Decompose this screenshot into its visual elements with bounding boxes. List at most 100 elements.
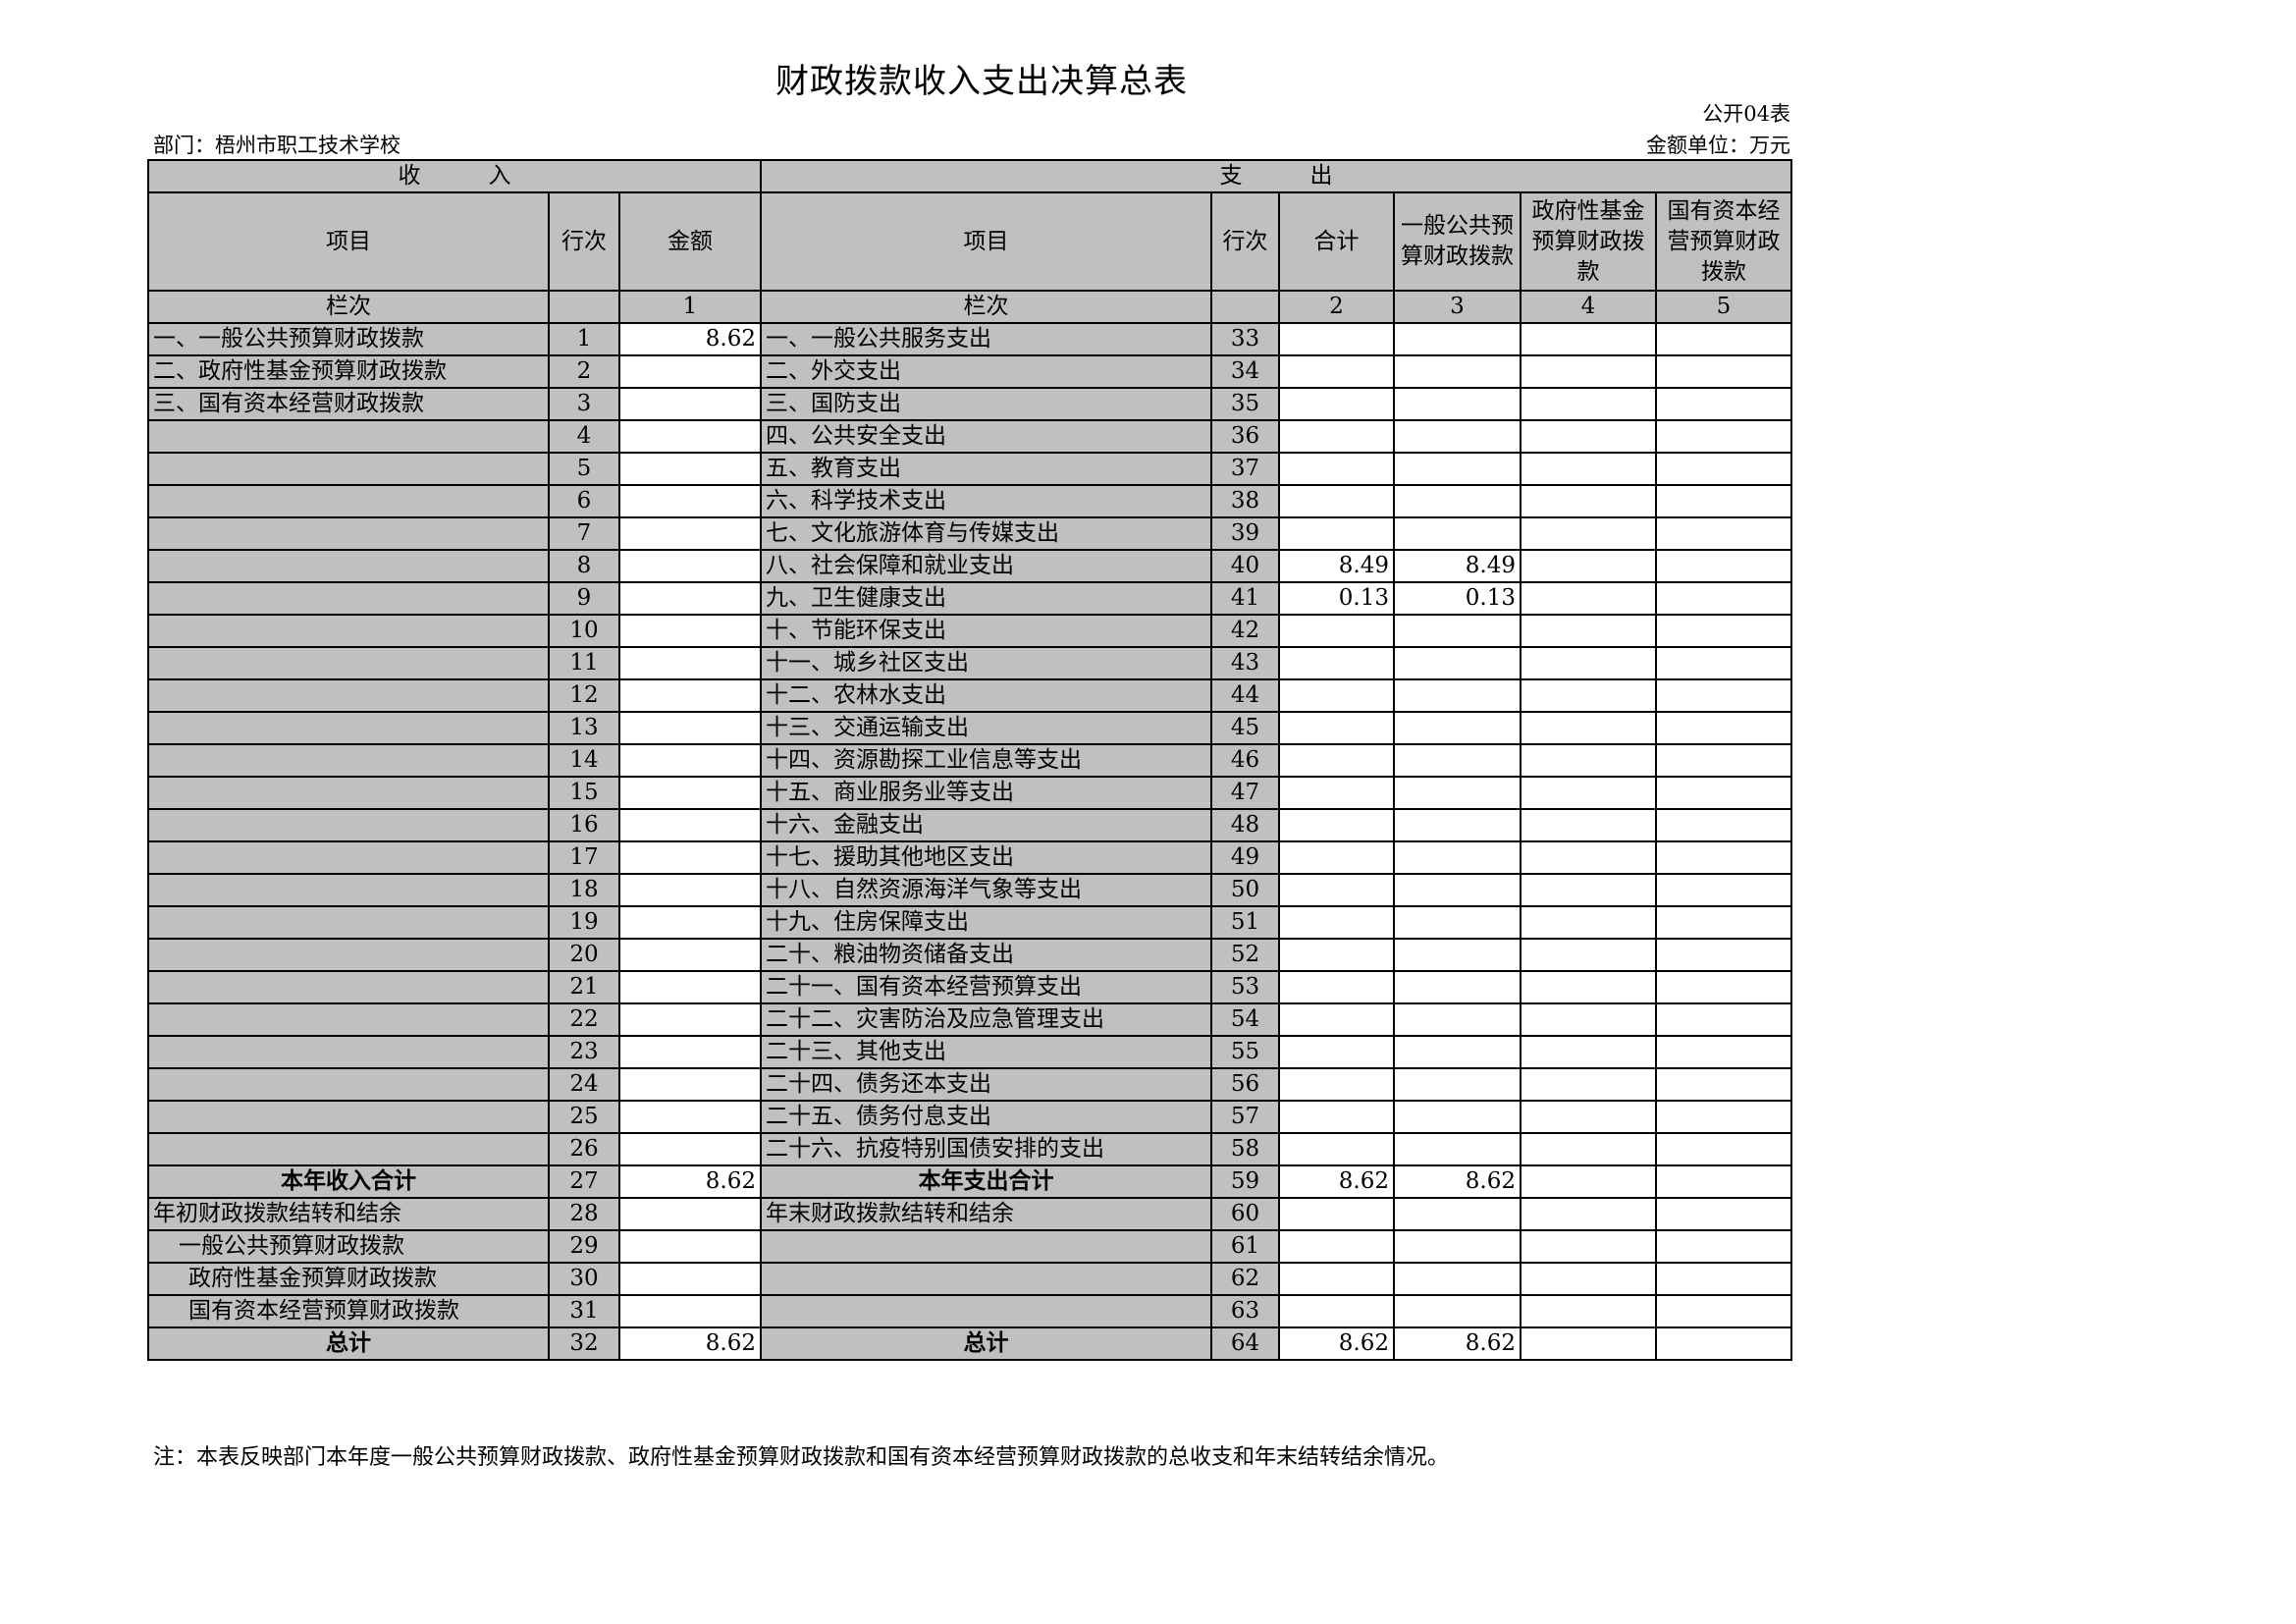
income-row-no: 16 — [548, 808, 620, 842]
expenditure-row-no: 46 — [1210, 743, 1280, 778]
expenditure-item — [760, 1294, 1212, 1328]
general-budget-amount — [1393, 938, 1522, 972]
expenditure-row-no: 52 — [1210, 938, 1280, 972]
income-header: 收 入 — [147, 159, 762, 193]
income-row-no: 20 — [548, 938, 620, 972]
total-amount — [1278, 1262, 1395, 1296]
income-item — [147, 549, 550, 583]
table-row: 二、政府性基金预算财政拨款 2 二、外交支出 34 — [147, 354, 1792, 389]
expenditure-item: 总计 — [760, 1326, 1212, 1361]
general-budget-amount — [1393, 840, 1522, 875]
gov-fund-amount — [1520, 1326, 1657, 1361]
income-item: 政府性基金预算财政拨款 — [147, 1262, 550, 1296]
total-amount — [1278, 1002, 1395, 1037]
gov-fund-amount — [1520, 808, 1657, 842]
state-capital-amount — [1655, 905, 1792, 940]
expenditure-item — [760, 1229, 1212, 1264]
gov-fund-amount — [1520, 387, 1657, 421]
income-amount — [618, 1132, 762, 1166]
expenditure-row-no: 41 — [1210, 581, 1280, 616]
gov-fund-amount — [1520, 743, 1657, 778]
income-item-header: 项目 — [147, 191, 550, 292]
expenditure-row-no: 56 — [1210, 1067, 1280, 1102]
income-item: 二、政府性基金预算财政拨款 — [147, 354, 550, 389]
expenditure-row-no: 50 — [1210, 873, 1280, 907]
expenditure-item: 四、公共安全支出 — [760, 419, 1212, 454]
gov-fund-amount — [1520, 1262, 1657, 1296]
table-row: 5 五、教育支出 37 — [147, 452, 1792, 486]
income-row-no-header: 行次 — [548, 191, 620, 292]
income-amount — [618, 1197, 762, 1231]
header-row-sections: 收 入 支 出 — [147, 159, 1792, 193]
income-item — [147, 711, 550, 745]
income-item: 本年收入合计 — [147, 1164, 550, 1199]
gov-fund-amount — [1520, 678, 1657, 713]
table-row: 本年收入合计 27 8.62 本年支出合计 59 8.62 8.62 — [147, 1164, 1792, 1199]
total-header: 合计 — [1278, 191, 1395, 292]
state-capital-amount — [1655, 873, 1792, 907]
table-row: 14 十四、资源勘探工业信息等支出 46 — [147, 743, 1792, 778]
expenditure-item: 十、节能环保支出 — [760, 614, 1212, 648]
state-capital-amount — [1655, 1035, 1792, 1069]
general-budget-amount — [1393, 322, 1522, 356]
expenditure-row-no: 53 — [1210, 970, 1280, 1004]
total-amount — [1278, 743, 1395, 778]
table-row: 20 二十、粮油物资储备支出 52 — [147, 938, 1792, 972]
state-capital-amount — [1655, 808, 1792, 842]
expenditure-item: 二十二、灾害防治及应急管理支出 — [760, 1002, 1212, 1037]
expenditure-row-no: 43 — [1210, 646, 1280, 680]
expenditure-item: 二、外交支出 — [760, 354, 1212, 389]
table-row: 15 十五、商业服务业等支出 47 — [147, 776, 1792, 810]
expenditure-item — [760, 1262, 1212, 1296]
expenditure-item: 九、卫生健康支出 — [760, 581, 1212, 616]
total-amount — [1278, 938, 1395, 972]
expenditure-item: 十五、商业服务业等支出 — [760, 776, 1212, 810]
gov-fund-amount — [1520, 322, 1657, 356]
column-label: 栏次 — [147, 290, 550, 324]
expenditure-item: 年末财政拨款结转和结余 — [760, 1197, 1212, 1231]
table-row: 25 二十五、债务付息支出 57 — [147, 1100, 1792, 1134]
form-number: 公开04表 — [1702, 102, 1790, 126]
expenditure-row-no: 37 — [1210, 452, 1280, 486]
expenditure-item: 十一、城乡社区支出 — [760, 646, 1212, 680]
unit-label: 金额单位：万元 — [1646, 134, 1790, 157]
gov-fund-amount — [1520, 419, 1657, 454]
expenditure-row-no: 39 — [1210, 516, 1280, 551]
expenditure-row-no: 54 — [1210, 1002, 1280, 1037]
general-budget-amount — [1393, 743, 1522, 778]
general-budget-amount — [1393, 1002, 1522, 1037]
department-label: 部门：梧州市职工技术学校 — [153, 134, 400, 157]
gov-fund-amount — [1520, 1294, 1657, 1328]
expenditure-item: 十八、自然资源海洋气象等支出 — [760, 873, 1212, 907]
expenditure-row-no: 38 — [1210, 484, 1280, 518]
income-row-no: 29 — [548, 1229, 620, 1264]
table-row: 16 十六、金融支出 48 — [147, 808, 1792, 842]
general-budget-amount — [1393, 419, 1522, 454]
general-budget-amount — [1393, 808, 1522, 842]
income-row-no: 25 — [548, 1100, 620, 1134]
state-capital-amount — [1655, 1326, 1792, 1361]
income-row-no: 6 — [548, 484, 620, 518]
income-item: 一、一般公共预算财政拨款 — [147, 322, 550, 356]
income-amount — [618, 549, 762, 583]
income-item — [147, 484, 550, 518]
general-budget-amount: 8.62 — [1393, 1326, 1522, 1361]
page-title: 财政拨款收入支出决算总表 — [775, 62, 1188, 101]
state-capital-amount — [1655, 646, 1792, 680]
total-amount: 8.62 — [1278, 1326, 1395, 1361]
general-budget-amount — [1393, 1229, 1522, 1264]
expenditure-item: 二十一、国有资本经营预算支出 — [760, 970, 1212, 1004]
gov-fund-header: 政府性基金预算财政拨款 — [1520, 191, 1657, 292]
income-row-no: 30 — [548, 1262, 620, 1296]
income-row-no: 5 — [548, 452, 620, 486]
general-budget-amount — [1393, 711, 1522, 745]
expenditure-row-no: 42 — [1210, 614, 1280, 648]
general-budget-amount — [1393, 1197, 1522, 1231]
gov-fund-amount — [1520, 1164, 1657, 1199]
column-number: 2 — [1278, 290, 1395, 324]
income-row-no: 28 — [548, 1197, 620, 1231]
expenditure-item: 二十三、其他支出 — [760, 1035, 1212, 1069]
general-budget-amount — [1393, 387, 1522, 421]
general-budget-amount — [1393, 1100, 1522, 1134]
total-amount — [1278, 1100, 1395, 1134]
